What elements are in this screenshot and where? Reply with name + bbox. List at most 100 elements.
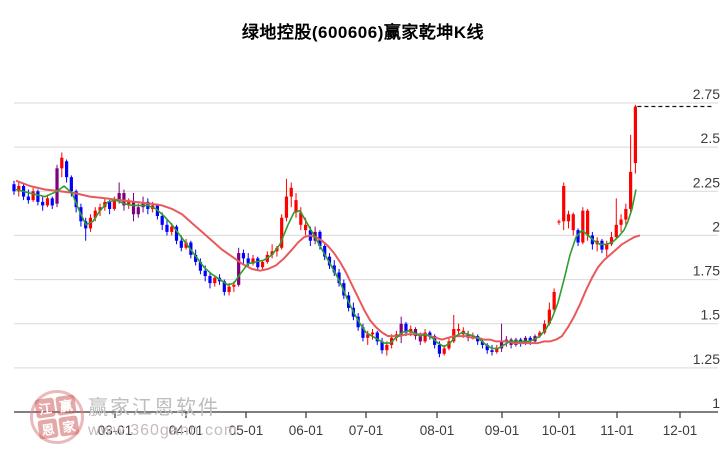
candle-body (280, 217, 284, 248)
candle-body (609, 237, 614, 245)
x-axis-tick-label: 08-01 (420, 423, 455, 438)
candle-body (370, 332, 375, 335)
candle-body (117, 193, 121, 201)
candle-body (571, 214, 575, 231)
y-axis-tick-label: 2 (712, 218, 720, 234)
ma-fast-line (15, 185, 637, 350)
candle-body (399, 323, 403, 335)
candle-body (93, 210, 97, 218)
candle-body (256, 258, 260, 268)
candle-body (203, 270, 207, 277)
candle-body (174, 226, 179, 241)
candle-body (586, 210, 590, 236)
candle-body (542, 323, 547, 333)
candle-body (179, 240, 183, 248)
candle-body (456, 329, 461, 331)
y-axis-tick-label: 1.25 (693, 351, 720, 367)
candle-body (60, 157, 64, 169)
y-axis-tick-label: 2.75 (693, 86, 720, 102)
candle-body (237, 253, 241, 285)
candle-body (375, 332, 379, 342)
x-axis: 03-01 04-01 05-01 06-01 07-01 08-01 09-01 10-01… (14, 411, 718, 438)
gridlines (14, 102, 718, 369)
candle-body (437, 344, 442, 354)
candle-body (208, 276, 212, 284)
x-axis-tick-label: 11-01 (600, 423, 634, 438)
candle-body (499, 341, 504, 349)
watermark-logo-char: 赢 (55, 394, 77, 416)
candle-body (385, 344, 389, 351)
candle-body (98, 207, 102, 211)
candle-body (12, 184, 16, 192)
candle-body (600, 240, 604, 250)
candle-body (303, 224, 308, 231)
candle-body (108, 201, 112, 209)
candle-body (136, 207, 140, 215)
candle-body (17, 185, 21, 192)
candle-body (45, 198, 50, 206)
candle-body (366, 334, 370, 338)
y-axis-tick-label: 1.5 (701, 307, 721, 323)
candle-body (74, 191, 78, 208)
candle-body (131, 201, 136, 215)
candle-body (194, 254, 198, 262)
y-axis-tick-label: 2.25 (693, 174, 720, 190)
candle-body (36, 191, 40, 202)
candle-body (614, 224, 618, 238)
y-axis-tick-label: 2.5 (701, 130, 721, 146)
candle-body (112, 200, 116, 209)
watermark-url-text: www.360gann.com (88, 422, 239, 439)
candle-body (423, 332, 427, 342)
candle-body (624, 208, 628, 220)
x-axis-tick-label: 05-01 (229, 423, 264, 438)
candle-body (428, 332, 432, 337)
y-axis-labels: 2.75 2.5 2.25 2 1.75 1.5 1.25 1 (693, 86, 720, 411)
y-axis-tick-label: 1 (712, 395, 720, 411)
x-axis-tick-label: 04-01 (169, 423, 204, 438)
candle-body (251, 258, 255, 264)
candle-body (222, 281, 226, 292)
x-axis-tick-label: 03-01 (98, 423, 133, 438)
candle-body (547, 309, 551, 324)
candle-body (442, 348, 446, 354)
candle-body (538, 332, 542, 337)
candle-body (576, 230, 580, 243)
candle-body (227, 286, 231, 292)
watermark-logo-char: 家 (58, 415, 80, 437)
candle-body (69, 177, 73, 192)
candle-body (480, 341, 485, 345)
candle-body (418, 336, 422, 342)
candles-group (12, 104, 637, 358)
candle-body (485, 344, 489, 351)
watermark-logo-seal: 江 赢 恩 家 (34, 394, 80, 440)
candle-body (380, 341, 384, 351)
candle-body (160, 216, 164, 225)
candle-body (633, 106, 637, 164)
candle-body (170, 226, 174, 232)
candle-body (557, 221, 561, 223)
watermark-brand-text: 赢家江恩软件 (88, 397, 220, 419)
chart-title: 绿地控股(600606)赢家乾坤K线 (241, 23, 485, 42)
candle-body (299, 212, 303, 225)
candle-body (337, 272, 341, 284)
candle-body (122, 193, 126, 206)
candle-body (165, 224, 169, 232)
candle-body (447, 341, 451, 349)
watermark-logo: 江 赢 恩 家 (30, 390, 84, 444)
candle-body (605, 244, 609, 250)
x-axis-tick-label: 07-01 (349, 423, 384, 438)
candle-body (495, 348, 499, 352)
candle-body (55, 168, 59, 204)
candle-body (184, 242, 188, 248)
candle-body (629, 171, 633, 209)
candle-body (581, 210, 585, 243)
candle-body (284, 196, 289, 218)
candle-body (41, 201, 45, 206)
candle-body (528, 337, 532, 342)
candle-body (198, 261, 203, 271)
ma-slow-line (15, 179, 641, 345)
candle-body (361, 327, 365, 338)
watermark-logo-char: 恩 (37, 418, 59, 440)
candle-body (294, 200, 298, 213)
